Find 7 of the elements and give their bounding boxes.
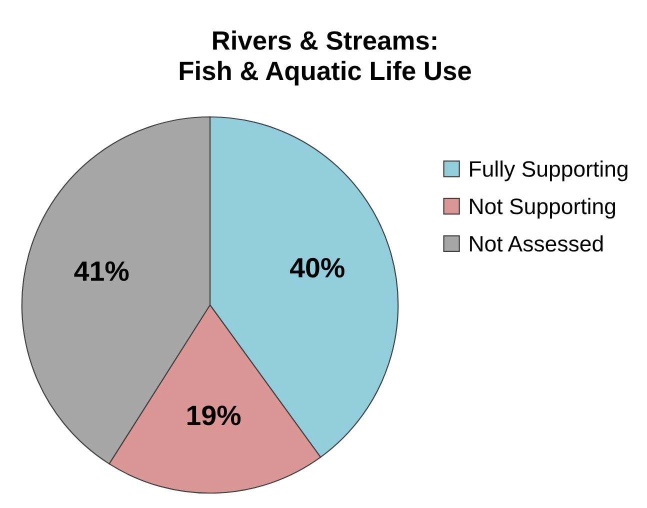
- data-label: 40%: [290, 258, 344, 278]
- legend-label: Fully Supporting: [470, 160, 628, 182]
- legend-label: Not Supporting: [470, 198, 616, 219]
- data-label: 19%: [187, 406, 241, 426]
- legend-label: Not Assessed: [470, 235, 603, 252]
- data-label: 41%: [74, 261, 129, 281]
- chart-title: Rivers & Streams: Fish & Aquatic Life Use: [180, 30, 471, 86]
